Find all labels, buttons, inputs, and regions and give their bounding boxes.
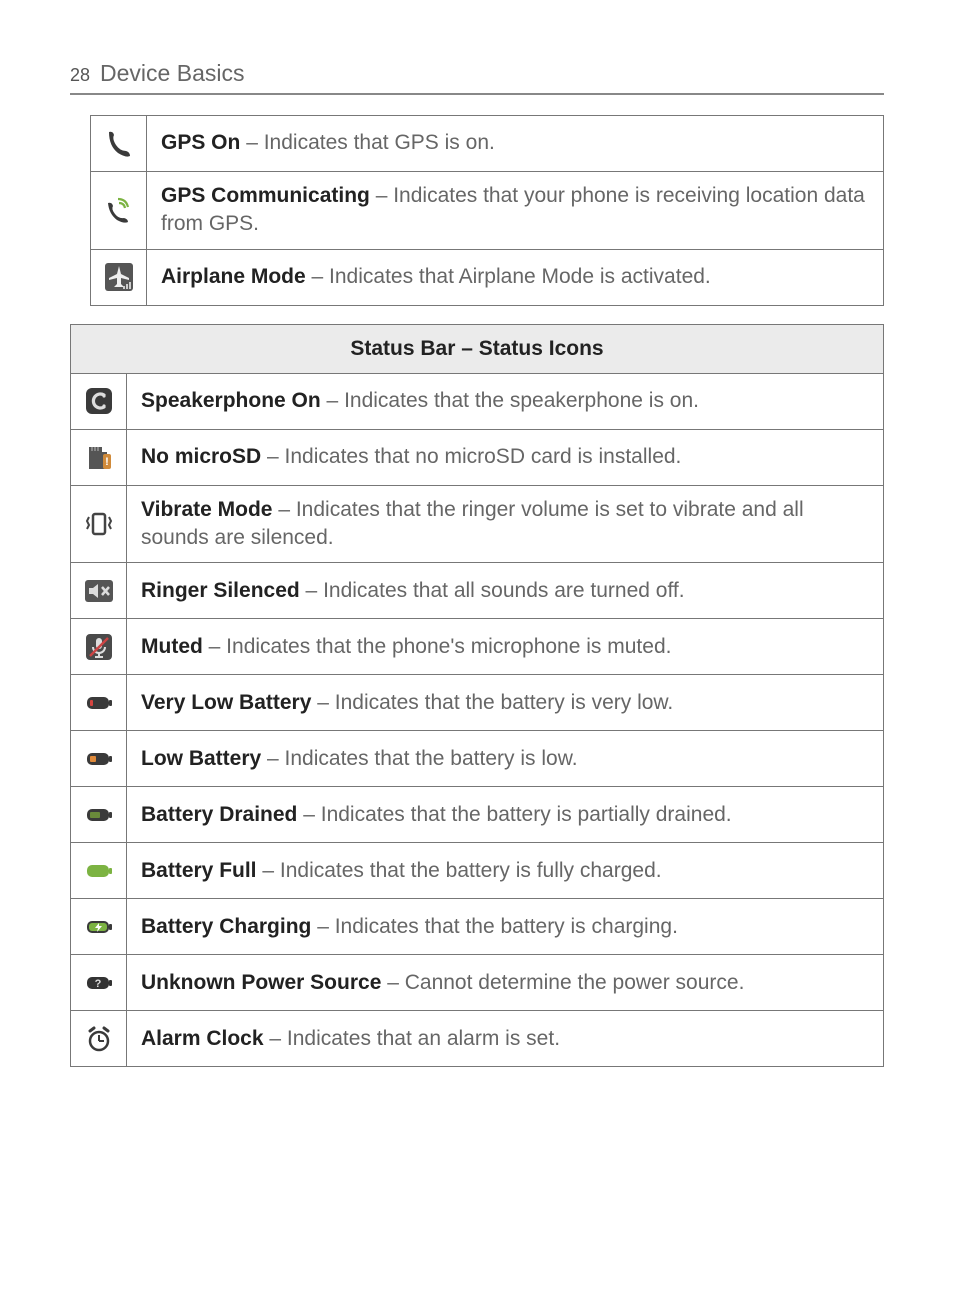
status-icon-table: Status Bar – Status Icons Speakerphone O… <box>70 324 884 1068</box>
table-row: Vibrate Mode – Indicates that the ringer… <box>71 485 884 563</box>
icon-description: Ringer Silenced – Indicates that all sou… <box>127 563 884 619</box>
table-row: No microSD – Indicates that no microSD c… <box>71 429 884 485</box>
icon-label: GPS On <box>161 131 240 154</box>
icon-description: Battery Charging – Indicates that the ba… <box>127 899 884 955</box>
table-row: Speakerphone On – Indicates that the spe… <box>71 373 884 429</box>
icon-description: No microSD – Indicates that no microSD c… <box>127 429 884 485</box>
icon-description: GPS Communicating – Indicates that your … <box>147 172 884 250</box>
unknown-power-icon <box>71 955 127 1011</box>
table-row: Low Battery – Indicates that the battery… <box>71 731 884 787</box>
table-row: Ringer Silenced – Indicates that all sou… <box>71 563 884 619</box>
icon-label: Very Low Battery <box>141 691 311 714</box>
table-row: Alarm Clock – Indicates that an alarm is… <box>71 1011 884 1067</box>
battery-verylow-icon <box>71 675 127 731</box>
icon-label: Ringer Silenced <box>141 579 300 602</box>
muted-icon <box>71 619 127 675</box>
icon-label: Alarm Clock <box>141 1027 264 1050</box>
page-header: 28 Device Basics <box>70 60 884 95</box>
table-row: GPS On – Indicates that GPS is on. <box>91 116 884 172</box>
icon-description: Alarm Clock – Indicates that an alarm is… <box>127 1011 884 1067</box>
icon-description: Very Low Battery – Indicates that the ba… <box>127 675 884 731</box>
icon-label: Speakerphone On <box>141 389 321 412</box>
icon-description: Speakerphone On – Indicates that the spe… <box>127 373 884 429</box>
icon-description: GPS On – Indicates that GPS is on. <box>147 116 884 172</box>
icon-description: Battery Drained – Indicates that the bat… <box>127 787 884 843</box>
table-row: Battery Charging – Indicates that the ba… <box>71 899 884 955</box>
icon-label: No microSD <box>141 445 261 468</box>
battery-drained-icon <box>71 787 127 843</box>
vibrate-icon <box>71 485 127 563</box>
icon-label: Airplane Mode <box>161 265 306 288</box>
status-table-header: Status Bar – Status Icons <box>71 324 884 373</box>
table-row: Very Low Battery – Indicates that the ba… <box>71 675 884 731</box>
icon-description: Unknown Power Source – Cannot determine … <box>127 955 884 1011</box>
airplane-icon <box>91 249 147 305</box>
battery-charging-icon <box>71 899 127 955</box>
icon-label: Battery Drained <box>141 803 297 826</box>
icon-description: Battery Full – Indicates that the batter… <box>127 843 884 899</box>
icon-label: Unknown Power Source <box>141 971 381 994</box>
icon-description: Vibrate Mode – Indicates that the ringer… <box>127 485 884 563</box>
icon-label: Vibrate Mode <box>141 498 272 521</box>
gps-on-icon <box>91 116 147 172</box>
table-row: Unknown Power Source – Cannot determine … <box>71 955 884 1011</box>
ringer-silenced-icon <box>71 563 127 619</box>
icon-description: Muted – Indicates that the phone's micro… <box>127 619 884 675</box>
table-row: Airplane Mode – Indicates that Airplane … <box>91 249 884 305</box>
table-row: GPS Communicating – Indicates that your … <box>91 172 884 250</box>
page-number: 28 <box>70 65 90 86</box>
alarm-icon <box>71 1011 127 1067</box>
section-title: Device Basics <box>100 60 244 87</box>
icon-description: Airplane Mode – Indicates that Airplane … <box>147 249 884 305</box>
table-row: Battery Drained – Indicates that the bat… <box>71 787 884 843</box>
battery-full-icon <box>71 843 127 899</box>
icon-label: GPS Communicating <box>161 184 370 207</box>
table-row: Battery Full – Indicates that the batter… <box>71 843 884 899</box>
no-microsd-icon <box>71 429 127 485</box>
top-icon-table: GPS On – Indicates that GPS is on.GPS Co… <box>90 115 884 306</box>
icon-label: Muted <box>141 635 203 658</box>
battery-low-icon <box>71 731 127 787</box>
table-row: Muted – Indicates that the phone's micro… <box>71 619 884 675</box>
speakerphone-icon <box>71 373 127 429</box>
icon-label: Battery Full <box>141 859 257 882</box>
icon-description: Low Battery – Indicates that the battery… <box>127 731 884 787</box>
icon-label: Battery Charging <box>141 915 311 938</box>
icon-label: Low Battery <box>141 747 261 770</box>
gps-comm-icon <box>91 172 147 250</box>
